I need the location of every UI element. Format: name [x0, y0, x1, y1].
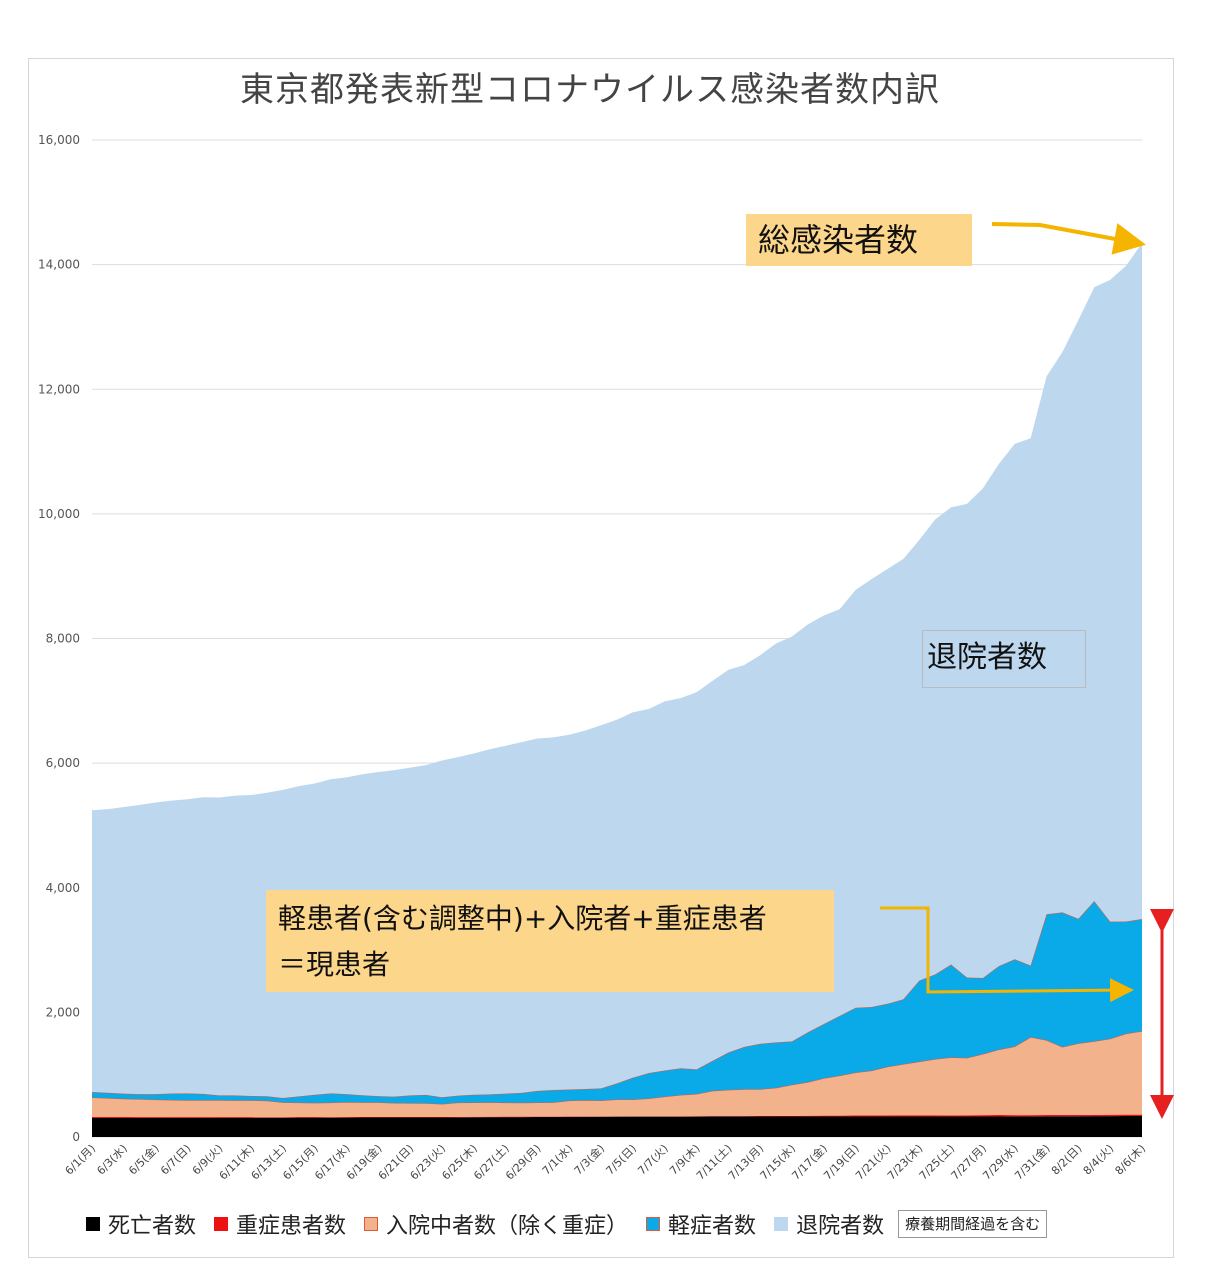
- y-tick-label-6: 12,000: [38, 382, 80, 396]
- x-tick-label-18: 7/7(火): [635, 1142, 671, 1178]
- x-tick-label-33: 8/6(木): [1113, 1142, 1149, 1178]
- legend-note: 療養期間経過を含む: [898, 1210, 1048, 1238]
- legend-label-recovered: 退院者数: [796, 1214, 885, 1239]
- y-tick-label-0: 0: [72, 1130, 80, 1144]
- current-patients-line2: ＝現患者: [278, 948, 391, 981]
- chart-legend: 死亡者数 重症患者数 入院中者数（除く重症） 軽症者数 退院者数 療養期間経過を…: [86, 1208, 1048, 1240]
- x-tick-label-3: 6/7(日): [158, 1142, 194, 1178]
- x-tick-label-15: 7/1(水): [540, 1142, 576, 1178]
- legend-item-hospitalized: 入院中者数（除く重症）: [364, 1208, 628, 1240]
- recovered-label-box: 退院者数: [922, 630, 1086, 688]
- x-tick-label-1: 6/3(水): [94, 1142, 130, 1178]
- legend-label-mild: 軽症者数: [668, 1214, 757, 1239]
- x-tick-label-17: 7/5(日): [603, 1142, 639, 1178]
- area-series-0: [92, 1115, 1142, 1137]
- y-tick-label-8: 16,000: [38, 133, 80, 147]
- legend-item-severe: 重症患者数: [214, 1208, 346, 1240]
- y-tick-label-1: 2,000: [46, 1005, 80, 1019]
- x-tick-label-16: 7/3(金): [571, 1141, 607, 1177]
- current-patients-callout: 軽患者(含む調整中)+入院者+重症患者 ＝現患者: [266, 890, 834, 992]
- legend-item-recovered: 退院者数: [774, 1208, 884, 1240]
- legend-swatch-severe: [214, 1217, 229, 1231]
- x-tick-label-14: 6/29(月): [503, 1142, 544, 1183]
- legend-swatch-hospitalized: [364, 1217, 379, 1231]
- y-tick-label-7: 14,000: [38, 258, 80, 272]
- x-tick-label-2: 6/5(金): [125, 1141, 161, 1177]
- total-arrow: [991, 222, 1146, 255]
- area-series-1: [92, 1114, 1142, 1118]
- legend-swatch-deaths: [86, 1217, 100, 1231]
- legend-item-mild: 軽症者数: [646, 1208, 756, 1240]
- area-series-3: [92, 901, 1142, 1104]
- legend-label-hospitalized: 入院中者数（除く重症）: [386, 1214, 629, 1239]
- area-series-4: [92, 243, 1142, 1099]
- current-patients-line1: 軽患者(含む調整中)+入院者+重症患者: [278, 902, 767, 935]
- current-patients-arrow: [880, 906, 1134, 1003]
- x-tick-label-0: 6/1(月): [63, 1142, 99, 1178]
- x-tick-label-31: 8/2(日): [1049, 1142, 1085, 1178]
- legend-swatch-mild: [646, 1217, 661, 1231]
- y-tick-label-5: 10,000: [38, 507, 80, 521]
- area-series-2: [92, 1031, 1142, 1118]
- y-tick-label-3: 6,000: [46, 756, 80, 770]
- legend-label-deaths: 死亡者数: [108, 1214, 197, 1239]
- x-tick-label-32: 8/4(火): [1081, 1142, 1117, 1178]
- legend-label-severe: 重症患者数: [236, 1214, 347, 1239]
- legend-item-deaths: 死亡者数: [86, 1208, 196, 1240]
- x-tick-label-30: 7/31(金): [1011, 1141, 1052, 1182]
- legend-swatch-recovered: [774, 1217, 789, 1231]
- total-infections-callout: 総感染者数: [746, 214, 972, 266]
- chart-title: 東京都発表新型コロナウイルス感染者数内訳: [240, 70, 940, 110]
- y-tick-label-2: 4,000: [46, 881, 80, 895]
- y-tick-label-4: 8,000: [46, 632, 80, 646]
